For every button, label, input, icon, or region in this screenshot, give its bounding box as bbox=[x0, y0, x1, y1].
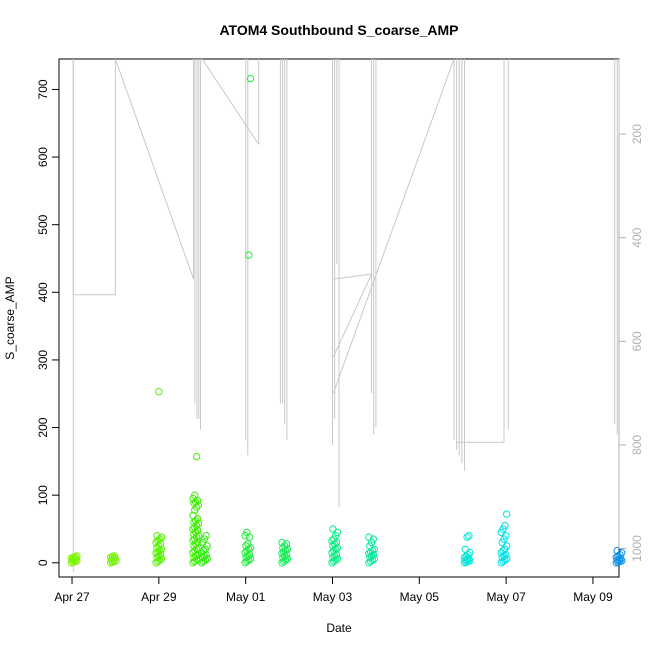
y-tick-label: 100 bbox=[36, 485, 50, 505]
y-tick-label: 200 bbox=[36, 417, 50, 437]
chart-title: ATOM4 Southbound S_coarse_AMP bbox=[219, 22, 458, 38]
y-tick-label: 500 bbox=[36, 214, 50, 234]
x-tick-label: Apr 27 bbox=[54, 590, 90, 604]
data-point bbox=[202, 532, 210, 540]
data-point bbox=[191, 491, 199, 499]
data-point bbox=[242, 542, 250, 550]
y2-tick-label: 800 bbox=[630, 435, 644, 455]
depth-line-1 bbox=[72, 59, 116, 296]
data-point bbox=[110, 552, 118, 560]
depth-line-2 bbox=[114, 58, 195, 280]
data-point bbox=[73, 552, 81, 560]
y2-tick-label: 600 bbox=[630, 331, 644, 351]
y-tick-label: 0 bbox=[36, 559, 50, 566]
data-point bbox=[190, 530, 198, 539]
data-point bbox=[503, 510, 511, 518]
x-axis-label: Date bbox=[326, 621, 352, 635]
data-point bbox=[329, 525, 337, 533]
x-tick-label: Apr 29 bbox=[141, 590, 177, 604]
x-axis: Apr 27 Apr 29 May 01 May 03 May 05 May 07 May … bbox=[54, 576, 613, 604]
data-point bbox=[461, 545, 469, 553]
data-point bbox=[613, 546, 621, 555]
depth-line-23 bbox=[332, 58, 455, 394]
data-point bbox=[465, 532, 473, 540]
secondary-y-axis: 200 400 600 800 1000 bbox=[618, 124, 644, 562]
x-tick-label: May 07 bbox=[486, 590, 526, 604]
y2-tick-label: 400 bbox=[630, 227, 644, 247]
y-axis-label: S_coarse_AMP bbox=[3, 276, 17, 359]
data-point bbox=[199, 546, 208, 555]
x-tick-label: May 09 bbox=[573, 590, 613, 604]
data-point bbox=[499, 546, 507, 555]
y-tick-label: 300 bbox=[36, 350, 50, 370]
data-point bbox=[153, 532, 161, 540]
data-point bbox=[501, 521, 509, 530]
data-point bbox=[365, 533, 373, 541]
x-tick-label: May 01 bbox=[226, 590, 266, 604]
data-point bbox=[246, 74, 255, 83]
y2-tick-label: 200 bbox=[630, 124, 644, 144]
depth-line-7 bbox=[201, 58, 260, 145]
data-point bbox=[243, 528, 251, 537]
data-point bbox=[463, 533, 471, 541]
x-tick-label: May 05 bbox=[400, 590, 440, 604]
amp-series bbox=[67, 74, 626, 567]
y-tick-label: 700 bbox=[36, 79, 50, 99]
x-tick-label: May 03 bbox=[313, 590, 353, 604]
data-point bbox=[192, 452, 201, 461]
data-point bbox=[369, 535, 378, 543]
data-point bbox=[282, 540, 291, 548]
data-point bbox=[155, 388, 163, 396]
y-tick-label: 400 bbox=[36, 282, 50, 302]
data-point bbox=[244, 540, 252, 548]
data-point bbox=[618, 549, 626, 557]
y2-tick-label: 1000 bbox=[630, 535, 644, 562]
y-axis: 0 100 200 300 400 500 600 700 bbox=[36, 79, 60, 566]
data-point bbox=[278, 538, 286, 547]
depth-series bbox=[72, 58, 620, 572]
y-tick-label: 600 bbox=[36, 147, 50, 167]
data-point bbox=[189, 511, 197, 520]
data-point bbox=[157, 533, 166, 541]
data-point bbox=[245, 251, 253, 259]
data-point bbox=[328, 536, 336, 545]
